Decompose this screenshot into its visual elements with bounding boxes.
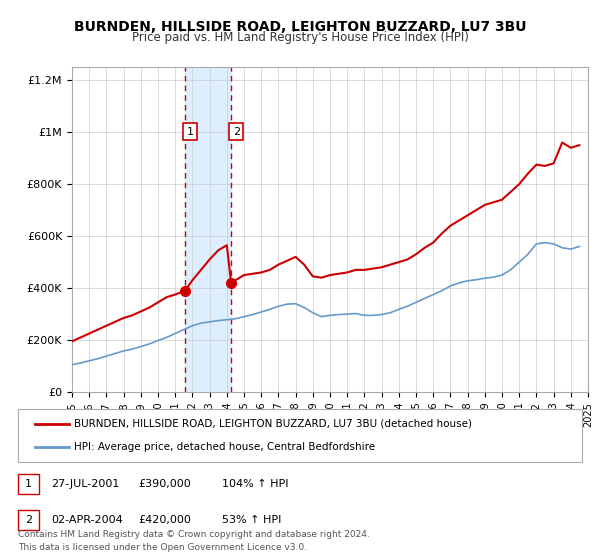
Text: £390,000: £390,000 [138, 479, 191, 489]
FancyBboxPatch shape [18, 409, 582, 462]
Text: 1: 1 [187, 127, 194, 137]
Text: HPI: Average price, detached house, Central Bedfordshire: HPI: Average price, detached house, Cent… [74, 442, 376, 452]
Text: 2: 2 [233, 127, 240, 137]
Text: 1: 1 [25, 479, 32, 489]
Text: 27-JUL-2001: 27-JUL-2001 [51, 479, 119, 489]
Text: Price paid vs. HM Land Registry's House Price Index (HPI): Price paid vs. HM Land Registry's House … [131, 31, 469, 44]
Text: £420,000: £420,000 [138, 515, 191, 525]
Text: 2: 2 [25, 515, 32, 525]
Text: BURNDEN, HILLSIDE ROAD, LEIGHTON BUZZARD, LU7 3BU (detached house): BURNDEN, HILLSIDE ROAD, LEIGHTON BUZZARD… [74, 419, 472, 429]
Text: 02-APR-2004: 02-APR-2004 [51, 515, 123, 525]
Bar [185, 67, 231, 392]
Text: BURNDEN, HILLSIDE ROAD, LEIGHTON BUZZARD, LU7 3BU: BURNDEN, HILLSIDE ROAD, LEIGHTON BUZZARD… [74, 20, 526, 34]
Text: 53% ↑ HPI: 53% ↑ HPI [222, 515, 281, 525]
Text: 104% ↑ HPI: 104% ↑ HPI [222, 479, 289, 489]
Text: Contains HM Land Registry data © Crown copyright and database right 2024.
This d: Contains HM Land Registry data © Crown c… [18, 530, 370, 552]
